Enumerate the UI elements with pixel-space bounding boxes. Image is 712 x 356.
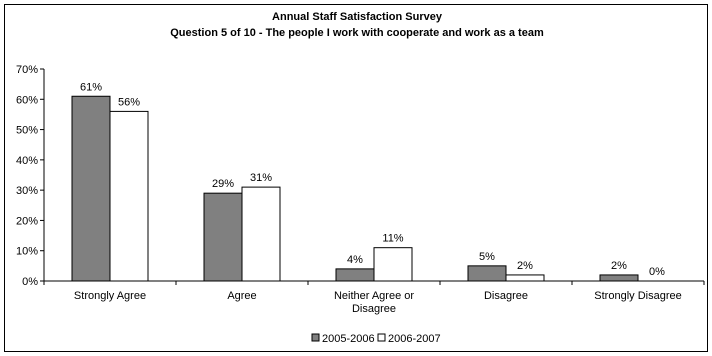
bar-2006-2007-strongly-agree (109, 110, 149, 282)
y-axis: 0% 10% 20% 30% 40% 50% 60% 70% (16, 64, 45, 288)
x-axis: Strongly Agree Agree Neither Agree or Disag… (43, 280, 705, 315)
data-label: 11% (382, 233, 403, 245)
legend-label: 2005-2006 (322, 333, 375, 345)
y-tick-label: 40% (16, 155, 38, 167)
y-tick-label: 0% (22, 276, 38, 288)
bar-2005-2006-strongly-agree (71, 95, 111, 282)
bar-2005-2006-agree (203, 192, 243, 282)
x-category-label: Neither Agree or Disagree (334, 290, 414, 315)
x-category-label: Strongly Agree (74, 290, 146, 302)
bar-2006-2007-agree (241, 186, 281, 282)
data-label: 29% (212, 178, 234, 190)
data-label: 0% (649, 266, 665, 278)
bar-2005-2006-neither-agree-or-disagree (335, 268, 375, 282)
bar-2006-2007-neither-agree-or-disagree (373, 247, 413, 282)
x-category-label: Disagree (484, 290, 528, 302)
y-tick-label: 20% (16, 215, 38, 227)
bar-2005-2006-disagree (467, 265, 507, 282)
legend-swatch (311, 333, 320, 342)
data-label: 5% (479, 251, 495, 263)
data-label: 4% (347, 254, 363, 266)
data-label: 61% (80, 81, 102, 93)
x-category-label: Agree (227, 290, 256, 302)
x-category-label: Strongly Disagree (594, 290, 681, 302)
legend: 2005-2006 2006-2007 (311, 333, 441, 345)
bar-2006-2007-disagree (505, 274, 545, 282)
y-tick-label: 50% (16, 125, 38, 137)
y-tick-label: 70% (16, 64, 38, 76)
data-label: 2% (517, 260, 533, 272)
chart-subtitle: Question 5 of 10 - The people I work wit… (170, 27, 544, 39)
bar-2005-2006-strongly-disagree (599, 274, 639, 282)
data-label: 56% (118, 96, 140, 108)
chart-title: Annual Staff Satisfaction Survey (272, 11, 443, 23)
y-tick-label: 10% (16, 246, 38, 258)
y-tick-label: 30% (16, 185, 38, 197)
data-label: 31% (250, 172, 272, 184)
data-label: 2% (611, 260, 627, 272)
legend-swatch (377, 333, 386, 342)
data-labels: 61% 29% 4% 5% 2% 56% 31% 11% 2% 0% (80, 81, 665, 278)
bars (71, 95, 639, 282)
y-tick-label: 60% (16, 94, 38, 106)
legend-label: 2006-2007 (388, 333, 441, 345)
